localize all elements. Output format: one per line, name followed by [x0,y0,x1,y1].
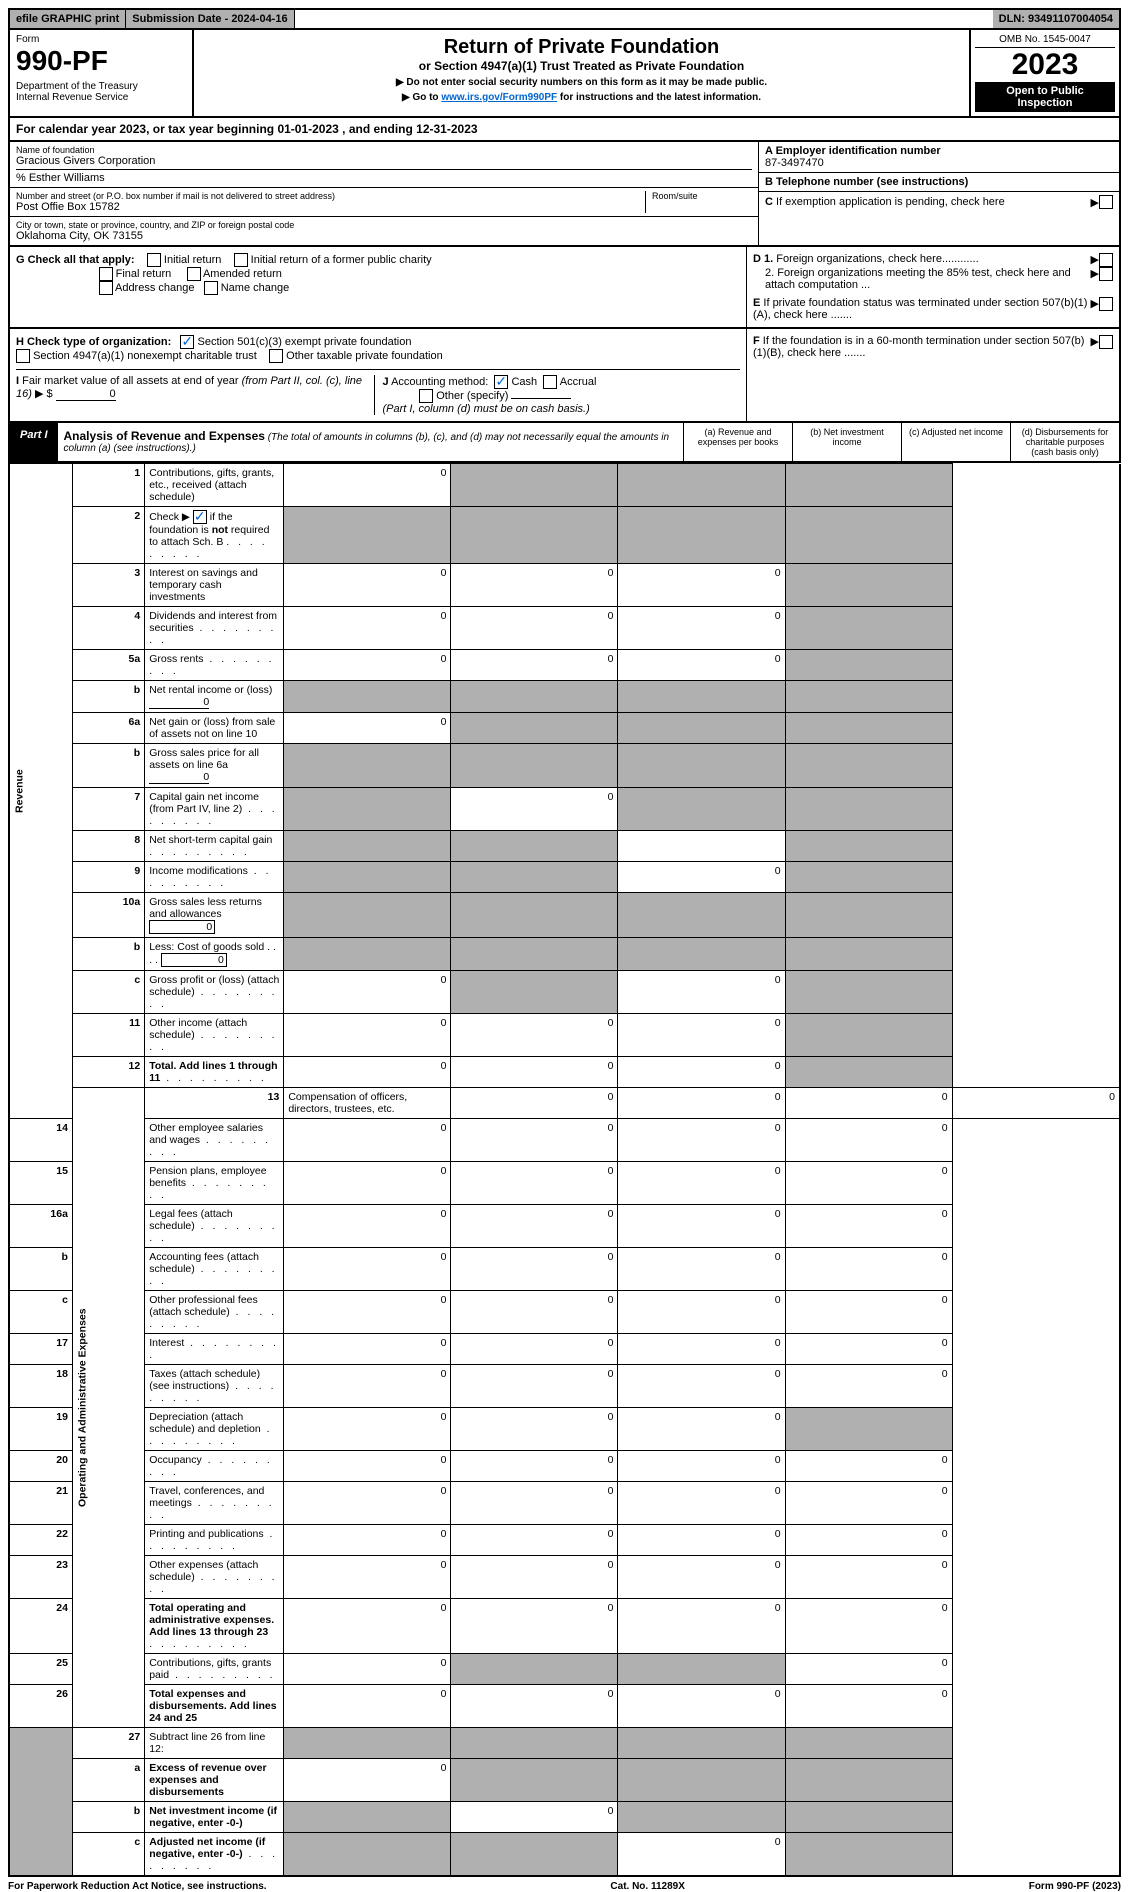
cb-address[interactable] [99,281,113,295]
footer-right: Form 990-PF (2023) [1029,1881,1121,1892]
cb-cash[interactable] [494,375,508,389]
cb-schb[interactable] [193,510,207,524]
cb-e[interactable] [1099,297,1113,311]
room-label: Room/suite [652,191,752,201]
ein-label: A Employer identification number [765,145,941,157]
d1: D 1. Foreign organizations, check here..… [753,253,1091,267]
care-of: % Esther Williams [16,169,752,184]
col-d: (d) Disbursements for charitable purpose… [1010,423,1119,461]
cb-other-taxable[interactable] [269,349,283,363]
form-header: Form 990-PF Department of the TreasuryIn… [8,30,1121,118]
col-a: (a) Revenue and expenses per books [683,423,792,461]
cb-final[interactable] [99,267,113,281]
foundation-name: Gracious Givers Corporation [16,155,752,167]
j-note: (Part I, column (d) must be on cash basi… [383,403,590,415]
submission-date: Submission Date - 2024-04-16 [126,10,294,28]
part1-label: Part I [10,423,58,461]
part1-header: Part I Analysis of Revenue and Expenses … [8,423,1121,463]
h-label: H Check type of organization: [16,336,171,348]
form-title: Return of Private Foundation [200,36,963,59]
note1: ▶ Do not enter social security numbers o… [200,77,963,88]
cb-accrual[interactable] [543,375,557,389]
dept: Department of the TreasuryInternal Reven… [16,81,186,103]
city-label: City or town, state or province, country… [16,220,752,230]
col-c: (c) Adjusted net income [901,423,1010,461]
street-label: Number and street (or P.O. box number if… [16,191,645,201]
g-label: G Check all that apply: [16,254,135,266]
main-table: Revenue 1Contributions, gifts, grants, e… [8,463,1121,1877]
expenses-label: Operating and Administrative Expenses [72,1088,144,1728]
dln: DLN: 93491107004054 [993,10,1119,28]
i-value: 0 [56,388,116,401]
footer-left: For Paperwork Reduction Act Notice, see … [8,1881,267,1892]
entity-block: Name of foundation Gracious Givers Corpo… [8,142,1121,247]
cb-d2[interactable] [1099,267,1113,281]
f: F If the foundation is in a 60-month ter… [753,335,1091,359]
city: Oklahoma City, OK 73155 [16,230,752,242]
top-bar: efile GRAPHIC print Submission Date - 20… [8,8,1121,30]
cb-initial-former[interactable] [234,253,248,267]
irs-link[interactable]: www.irs.gov/Form990PF [441,92,557,103]
section-hij: H Check type of organization: Section 50… [8,329,1121,423]
footer-center: Cat. No. 11289X [610,1881,684,1892]
section-g-d: G Check all that apply: Initial return I… [8,247,1121,329]
cb-initial[interactable] [147,253,161,267]
part1-title: Analysis of Revenue and Expenses [64,429,265,443]
note2: ▶ Go to www.irs.gov/Form990PF for instru… [200,92,963,103]
e: E If private foundation status was termi… [753,297,1091,321]
tax-year: 2023 [975,48,1115,82]
form-number: 990-PF [16,45,186,77]
ein: 87-3497470 [765,157,824,169]
d2: 2. Foreign organizations meeting the 85%… [753,267,1091,291]
street: Post Offie Box 15782 [16,201,645,213]
efile-label[interactable]: efile GRAPHIC print [10,10,126,28]
cb-d1[interactable] [1099,253,1113,267]
checkbox-c[interactable] [1099,195,1113,209]
omb: OMB No. 1545-0047 [975,34,1115,48]
form-subtitle: or Section 4947(a)(1) Trust Treated as P… [200,59,963,73]
cb-namechange[interactable] [204,281,218,295]
cb-4947[interactable] [16,349,30,363]
cb-f[interactable] [1099,335,1113,349]
cb-amended[interactable] [187,267,201,281]
col-b: (b) Net investment income [792,423,901,461]
phone-label: B Telephone number (see instructions) [765,176,968,188]
name-label: Name of foundation [16,145,752,155]
form-label: Form [16,34,186,45]
cb-501c3[interactable] [180,335,194,349]
open-public: Open to Public Inspection [975,82,1115,112]
cb-other-method[interactable] [419,389,433,403]
footer: For Paperwork Reduction Act Notice, see … [8,1877,1121,1892]
revenue-label: Revenue [9,464,72,1119]
calendar-year: For calendar year 2023, or tax year begi… [8,118,1121,142]
